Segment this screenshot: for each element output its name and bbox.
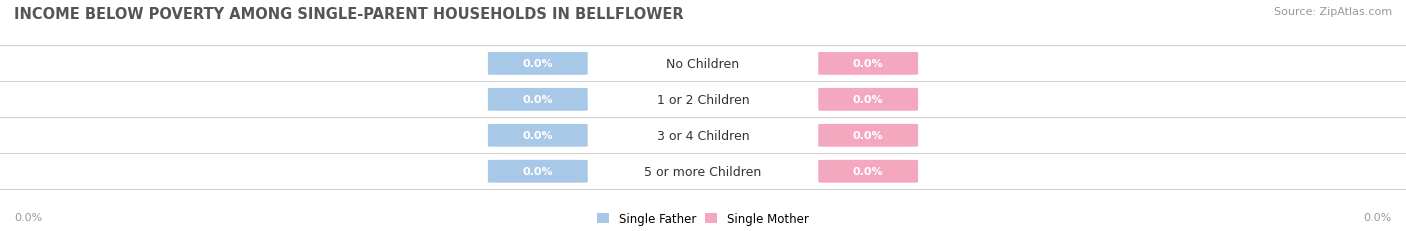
Text: 0.0%: 0.0% bbox=[853, 59, 883, 69]
FancyBboxPatch shape bbox=[818, 160, 918, 183]
FancyBboxPatch shape bbox=[488, 160, 588, 183]
Text: Source: ZipAtlas.com: Source: ZipAtlas.com bbox=[1274, 7, 1392, 17]
Legend: Single Father, Single Mother: Single Father, Single Mother bbox=[598, 212, 808, 225]
FancyBboxPatch shape bbox=[818, 88, 918, 111]
Text: 5 or more Children: 5 or more Children bbox=[644, 165, 762, 178]
Text: 0.0%: 0.0% bbox=[1364, 212, 1392, 222]
FancyBboxPatch shape bbox=[488, 88, 588, 111]
Text: 0.0%: 0.0% bbox=[523, 95, 553, 105]
Text: 0.0%: 0.0% bbox=[853, 167, 883, 176]
Text: 0.0%: 0.0% bbox=[853, 95, 883, 105]
FancyBboxPatch shape bbox=[488, 124, 588, 147]
Text: 3 or 4 Children: 3 or 4 Children bbox=[657, 129, 749, 142]
FancyBboxPatch shape bbox=[818, 53, 918, 76]
Text: 0.0%: 0.0% bbox=[523, 59, 553, 69]
Text: 0.0%: 0.0% bbox=[523, 131, 553, 141]
Text: 1 or 2 Children: 1 or 2 Children bbox=[657, 93, 749, 106]
Text: No Children: No Children bbox=[666, 58, 740, 71]
FancyBboxPatch shape bbox=[818, 124, 918, 147]
Text: INCOME BELOW POVERTY AMONG SINGLE-PARENT HOUSEHOLDS IN BELLFLOWER: INCOME BELOW POVERTY AMONG SINGLE-PARENT… bbox=[14, 7, 683, 22]
Text: 0.0%: 0.0% bbox=[14, 212, 42, 222]
Text: 0.0%: 0.0% bbox=[523, 167, 553, 176]
FancyBboxPatch shape bbox=[488, 53, 588, 76]
Text: 0.0%: 0.0% bbox=[853, 131, 883, 141]
